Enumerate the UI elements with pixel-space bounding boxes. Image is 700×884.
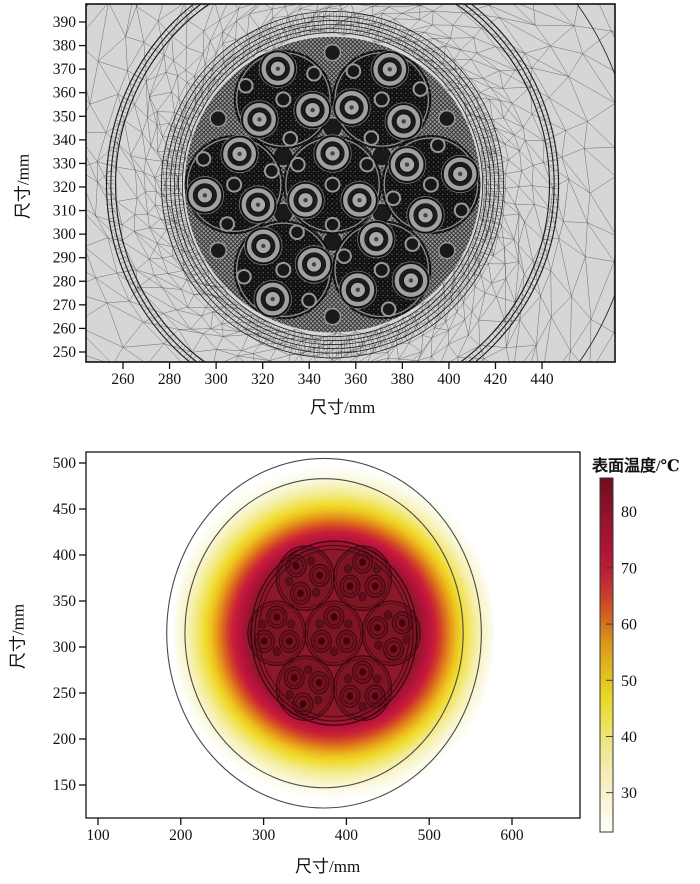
x-tick-label: 420 — [484, 371, 508, 388]
y-tick-label: 360 — [53, 85, 77, 102]
colorbar-tick-label: 50 — [621, 673, 637, 690]
duct-inner-circle — [184, 478, 464, 789]
top-y-axis-label: 尺寸/mm — [13, 153, 33, 220]
x-tick-label: 400 — [437, 371, 461, 388]
y-tick-label: 310 — [53, 203, 77, 220]
x-tick-label: 260 — [111, 371, 135, 388]
y-tick-label: 290 — [53, 250, 77, 267]
cable-bundle-outline — [333, 655, 393, 721]
y-tick-label: 370 — [53, 61, 77, 78]
x-tick-label: 300 — [204, 371, 228, 388]
x-tick-label: 300 — [252, 827, 276, 844]
y-tick-label: 450 — [53, 501, 77, 518]
cable-bundle-outline — [247, 600, 307, 666]
top-plot-border — [85, 3, 616, 363]
cable-bundle-outline — [304, 600, 364, 666]
y-tick-label: 390 — [53, 14, 77, 31]
mesh-plot-area — [86, 4, 615, 362]
x-tick-label: 600 — [500, 827, 524, 844]
colorbar-tick-label: 70 — [621, 560, 637, 577]
y-tick-label: 250 — [53, 344, 77, 361]
cable-bundle — [184, 134, 284, 235]
cable-bundle — [332, 49, 432, 149]
colorbar-tick-label: 60 — [621, 617, 637, 634]
colorbar: 30 40 50 60 70 80 — [599, 477, 637, 833]
cable-cross-section — [247, 540, 421, 726]
temperature-plot-area — [86, 452, 580, 818]
y-tick-label: 320 — [53, 179, 77, 196]
y-tick-label: 340 — [53, 132, 77, 149]
x-tick-label: 360 — [344, 371, 368, 388]
y-tick-label: 300 — [53, 639, 77, 656]
x-tick-label: 380 — [391, 371, 415, 388]
y-tick-label: 260 — [53, 320, 77, 337]
y-tick-label: 270 — [53, 297, 77, 314]
colorbar-title: 表面温度/℃ — [592, 458, 680, 475]
top-axes: 390 380 370 360 350 340 330 320 310 300 290 280 270 2… — [53, 14, 554, 388]
y-tick-label: 380 — [53, 38, 77, 55]
cable-bundle-outline — [275, 545, 335, 611]
cable-bundle — [233, 49, 333, 149]
cable-bundle-outline — [333, 545, 393, 611]
x-tick-label: 500 — [418, 827, 442, 844]
x-tick-label: 100 — [86, 827, 110, 844]
bottom-plot-border — [85, 451, 581, 819]
y-tick-label: 500 — [53, 455, 77, 472]
colorbar-gradient — [599, 477, 614, 833]
x-tick-label: 400 — [335, 827, 359, 844]
y-tick-label: 350 — [53, 108, 77, 125]
y-tick-label: 280 — [53, 273, 77, 290]
cable-bundle-outline — [275, 655, 335, 721]
cable-bundle — [332, 220, 432, 320]
y-tick-label: 300 — [53, 226, 77, 243]
bottom-x-axis-label: 尺寸/mm — [295, 857, 361, 876]
y-tick-label: 250 — [53, 685, 77, 702]
duct-outer-circle — [166, 457, 482, 809]
cable-bundle-outline — [361, 600, 421, 666]
temperature-field — [174, 455, 494, 811]
colorbar-tick-label: 40 — [621, 729, 637, 746]
bottom-y-axis-label: 尺寸/mm — [8, 603, 28, 670]
bottom-axes: 500 450 400 350 300 250 200 150 100 200 300 400 500 6… — [53, 455, 524, 844]
x-tick-label: 280 — [158, 371, 182, 388]
x-tick-label: 440 — [530, 371, 554, 388]
colorbar-tick-label: 80 — [621, 504, 637, 521]
top-x-axis-label: 尺寸/mm — [310, 398, 376, 417]
cable-bundle — [283, 134, 382, 235]
x-tick-label: 320 — [251, 371, 275, 388]
y-tick-label: 400 — [53, 547, 77, 564]
x-tick-label: 200 — [169, 827, 193, 844]
y-tick-label: 350 — [53, 593, 77, 610]
colorbar-tick-label: 30 — [621, 785, 637, 802]
y-tick-label: 330 — [53, 155, 77, 172]
y-tick-label: 200 — [53, 731, 77, 748]
cable-bundle — [233, 220, 334, 320]
cable-bundle — [381, 135, 481, 235]
x-tick-label: 340 — [298, 371, 322, 388]
y-tick-label: 150 — [53, 777, 77, 794]
